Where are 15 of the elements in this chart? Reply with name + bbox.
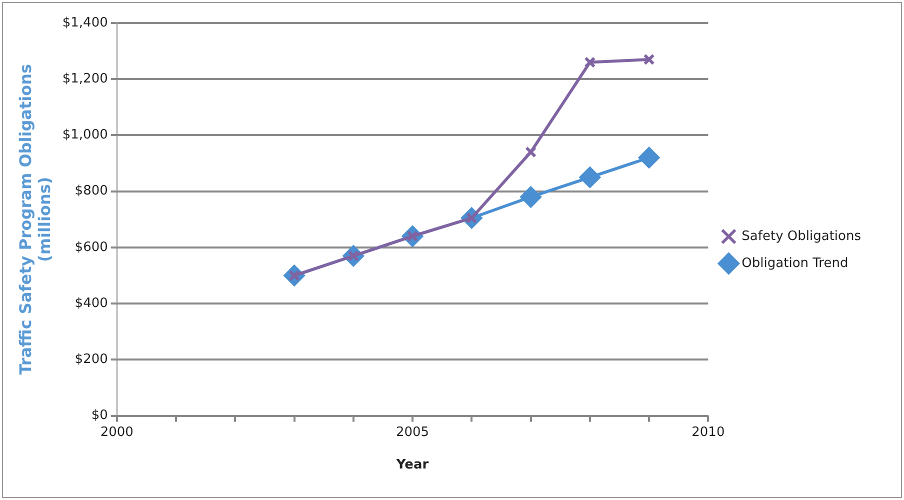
y-tick-label: $800 <box>74 184 108 199</box>
y-tick-label: $1,200 <box>62 71 108 86</box>
y-tick-label: $1,400 <box>62 15 108 30</box>
x-axis-title: Year <box>395 458 430 473</box>
y-tick-label: $200 <box>74 352 108 368</box>
y-tick-label: $1,000 <box>62 128 108 143</box>
y-axis-title: Traffic Safety Program Obligations (millions) <box>16 64 54 375</box>
legend-label: Safety Obligations <box>742 228 862 244</box>
y-tick-label: $400 <box>74 296 108 311</box>
x-tick-label: 2010 <box>692 424 725 440</box>
y-tick-label: $0 <box>91 408 108 424</box>
legend-label: Obligation Trend <box>742 256 848 271</box>
x-tick-label: 2000 <box>100 424 134 440</box>
x-tick-label: 2005 <box>396 424 430 440</box>
y-tick-label: $600 <box>74 240 108 255</box>
